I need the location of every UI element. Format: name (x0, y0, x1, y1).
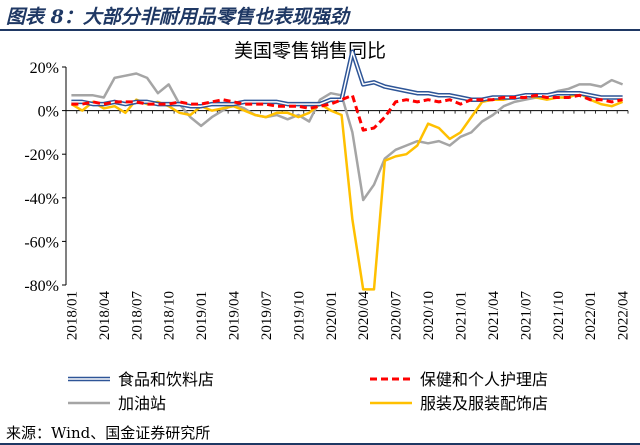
y-tick-label: 20% (30, 60, 59, 77)
header-rule (0, 29, 640, 31)
figure-header: 图表 8：大部分非耐用品零售也表现强劲 (0, 0, 640, 31)
legend-label: 加油站 (118, 394, 166, 413)
x-tick-label: 2019/04 (227, 291, 243, 341)
chart-title: 美国零售销售同比 (234, 40, 386, 62)
chart-axes: -80% -60% -40% -20% 0% 20% 2018/01 2018/04 2018/… (24, 60, 631, 340)
line-chart: 美国零售销售同比 -80% -60% -40% -20% 0% 20% 2018/01 201… (24, 40, 631, 413)
y-tick-label: -20% (24, 147, 59, 164)
source-note: 来源：Wind、国金证券研究所 (6, 424, 211, 442)
y-tick-label: -60% (24, 234, 59, 251)
x-tick-label: 2021/07 (518, 291, 534, 341)
x-tick-label: 2021/04 (486, 291, 502, 341)
x-tick-label: 2020/01 (324, 291, 340, 340)
x-tick-label: 2018/10 (162, 291, 178, 340)
series-line-2 (71, 72, 624, 202)
legend-label: 保健和个人护理店 (420, 370, 548, 389)
y-tick-label: 0% (38, 104, 59, 121)
x-tick-label: 2020/04 (356, 291, 372, 341)
series-line-3 (70, 91, 624, 291)
y-tick-label: -80% (24, 278, 59, 295)
x-tick-label: 2019/01 (194, 291, 210, 340)
x-tick-label: 2019/10 (291, 291, 307, 340)
chart-series (70, 49, 624, 291)
figure-heading: 图表 8：大部分非耐用品零售也表现强劲 (6, 6, 349, 28)
x-tick-label: 2018/01 (64, 291, 80, 340)
y-tick-label: -40% (24, 191, 59, 208)
x-tick-label: 2019/07 (259, 291, 275, 341)
series-line-1 (71, 93, 623, 132)
x-tick-label: 2020/10 (421, 291, 437, 340)
x-tick-label: 2018/07 (129, 291, 145, 341)
x-tick-label: 2022/04 (616, 291, 632, 341)
footer-rule (0, 443, 640, 445)
x-tick-label: 2020/07 (389, 291, 405, 341)
x-tick-label: 2022/01 (583, 291, 599, 340)
x-tick-label: 2021/10 (551, 291, 567, 340)
x-tick-label: 2021/01 (453, 291, 469, 340)
x-tick-label: 2018/04 (97, 291, 113, 341)
legend-label: 服装及服装配饰店 (420, 394, 548, 413)
legend-label: 食品和饮料店 (118, 370, 214, 389)
